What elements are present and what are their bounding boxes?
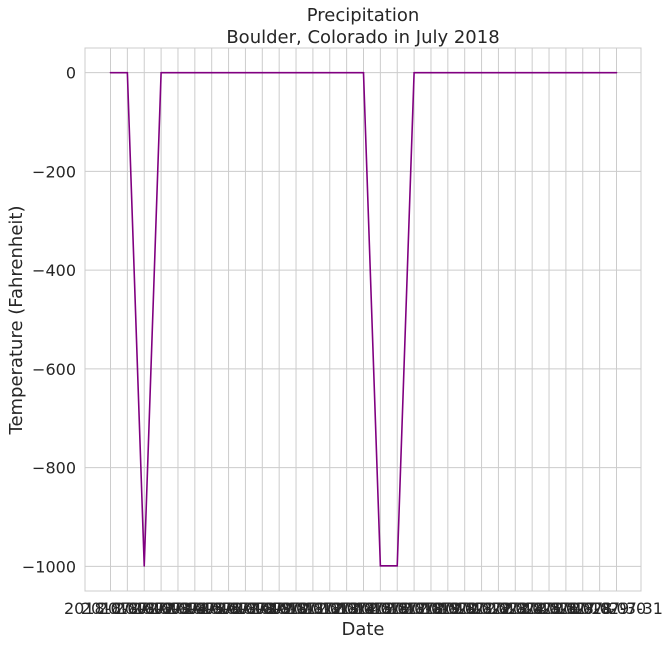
data-point (345, 71, 348, 74)
data-point (615, 71, 618, 74)
x-tick-label: 2018-07-16 (317, 599, 410, 618)
x-tick-label: 2018-07-11 (233, 599, 326, 618)
data-point (598, 71, 601, 74)
x-tick-label: 2018-07-31 (570, 599, 663, 618)
data-point (497, 71, 500, 74)
x-tick-label: 2018-07-24 (452, 599, 545, 618)
x-tick-label: 2018-07-20 (384, 599, 477, 618)
data-point (362, 71, 365, 74)
x-tick-label: 2018-07-27 (503, 599, 596, 618)
data-point (379, 565, 382, 567)
x-tick-label: 2018-07-28 (519, 599, 612, 618)
data-point (244, 71, 247, 74)
data-point (126, 71, 129, 74)
x-tick-label: 2018-07-29 (536, 599, 629, 618)
y-tick-label: −400 (32, 261, 76, 280)
data-point (447, 71, 449, 74)
data-point (295, 71, 297, 74)
data-point (396, 565, 399, 567)
data-point (531, 71, 533, 74)
data-point (548, 71, 550, 74)
x-tick-label: 2018-07-04 (115, 599, 208, 618)
y-tick-label: −600 (32, 360, 76, 379)
x-tick-label: 2018-07-15 (300, 599, 393, 618)
data-point (109, 71, 112, 74)
data-point (143, 565, 146, 567)
x-tick-label: 2018-07-21 (401, 599, 494, 618)
x-tick-label: 2018-07-23 (435, 599, 528, 618)
data-point (210, 71, 213, 74)
x-tick-label: 2018-07-22 (418, 599, 511, 618)
x-tick-label: 2018-07-01 (64, 599, 157, 618)
data-point (581, 71, 584, 74)
y-tick-label: −1000 (22, 557, 76, 576)
x-tick-label: 2018-07-14 (283, 599, 376, 618)
y-tick-label: 0 (66, 64, 76, 83)
x-tick-label: 2018-07-12 (250, 599, 343, 618)
x-tick-label: 2018-07-09 (199, 599, 292, 618)
data-point (463, 71, 466, 74)
x-axis-label: Date (341, 619, 384, 640)
data-point (413, 71, 415, 74)
chart-title: Precipitation (307, 5, 420, 26)
data-point (480, 71, 483, 74)
x-tick-label: 2018-07-05 (131, 599, 224, 618)
data-point (430, 71, 432, 74)
data-point (312, 71, 314, 74)
chart-subtitle: Boulder, Colorado in July 2018 (226, 27, 499, 48)
x-tick-label: 2018-07-07 (165, 599, 258, 618)
x-tick-label: 2018-07-30 (553, 599, 646, 618)
data-point (261, 71, 264, 74)
x-tick-label: 2018-07-18 (351, 599, 444, 618)
data-point (328, 71, 331, 74)
data-point (514, 71, 517, 74)
x-tick-label: 2018-07-13 (266, 599, 359, 618)
x-tick-label: 2018-07-06 (148, 599, 241, 618)
x-tick-label: 2018-07-17 (334, 599, 427, 618)
plot-frame (84, 47, 642, 592)
data-point (565, 71, 567, 74)
x-tick-label: 2018-07-25 (469, 599, 562, 618)
x-tick-label: 2018-07-19 (368, 599, 461, 618)
x-tick-label: 2018-07-26 (486, 599, 579, 618)
data-point (177, 71, 179, 74)
x-tick-label: 2018-07-03 (98, 599, 191, 618)
data-point (278, 71, 280, 74)
data-point (194, 71, 196, 74)
y-tick-label: −200 (32, 162, 76, 181)
x-tick-label: 2018-07-08 (182, 599, 275, 618)
y-axis-label: Temperature (Fahrenheit) (6, 206, 27, 436)
data-point (227, 71, 230, 74)
x-tick-label: 2018-07-10 (216, 599, 309, 618)
y-tick-label: −800 (32, 459, 76, 478)
data-point (160, 71, 162, 74)
x-tick-label: 2018-07-02 (81, 599, 174, 618)
